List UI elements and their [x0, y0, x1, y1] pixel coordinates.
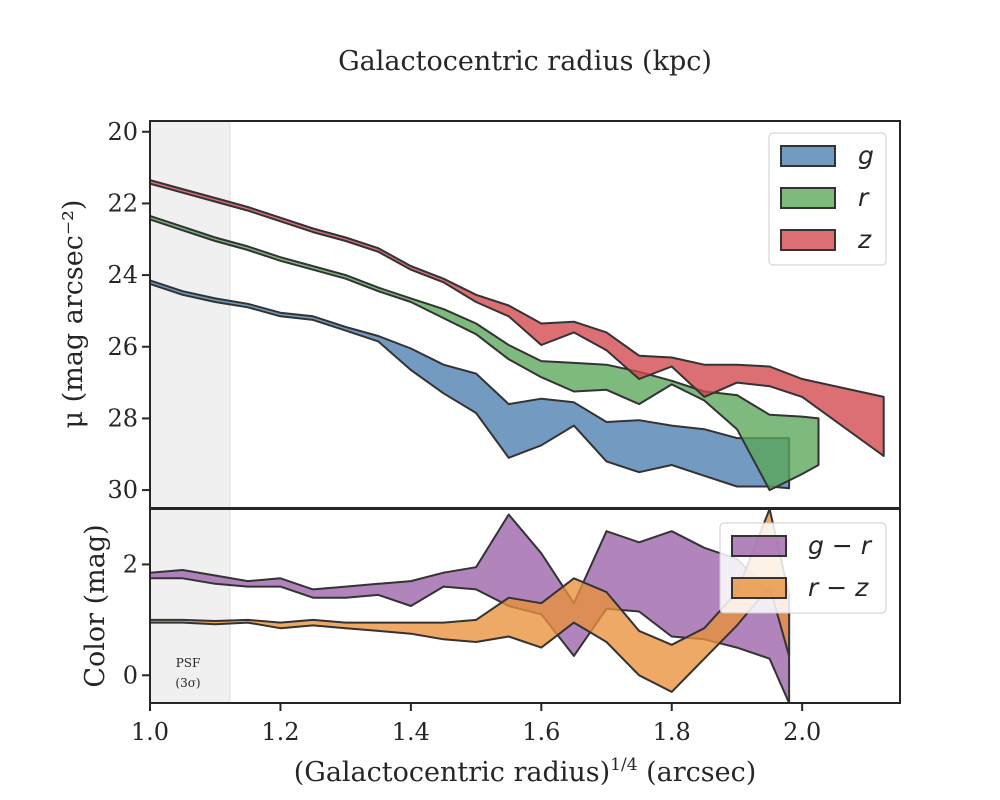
- legend-label-g-r: g − r: [808, 531, 873, 560]
- radius-tick-label: 1.8: [653, 718, 691, 746]
- legend-label-r-z: r − z: [808, 573, 869, 602]
- band-z: [150, 179, 885, 457]
- band-r: [150, 215, 820, 492]
- surface-brightness-bands: [150, 179, 885, 492]
- legend-color: g − r r − z: [719, 522, 887, 614]
- mu-tick-label: 30: [107, 476, 138, 504]
- band-r-z: [150, 509, 791, 693]
- color-bands: [150, 509, 791, 703]
- color-panel: PSF (3σ) 02 1.0 1.2 1.4 1.6 1.8 2.0 Color (ma…: [80, 508, 901, 788]
- mu-tick-label: 22: [107, 189, 138, 217]
- x-axis-title-space: [638, 757, 647, 788]
- radius-tick-label: 1.0: [131, 718, 169, 746]
- mu-tick-label: 24: [107, 261, 138, 289]
- color-tick-label: 0: [123, 661, 138, 689]
- legend-swatch-r-z: [731, 577, 787, 599]
- radius-tick-label: 1.2: [261, 718, 299, 746]
- x-axis-title-main: (Galactocentric radius): [294, 757, 610, 788]
- psf-sigma-label: (3σ): [175, 676, 200, 690]
- legend-label-z: z: [857, 225, 872, 254]
- bottom-axes-frame: [149, 508, 901, 704]
- color-y-axis: 02: [123, 550, 150, 689]
- x-axis-title: (Galactocentric radius)1/4 (arcsec): [294, 755, 757, 788]
- legend-label-r: r: [858, 183, 870, 212]
- psf-region-bottom: [149, 508, 231, 704]
- mu-tick-label: 20: [107, 118, 138, 146]
- legend-label-g: g: [858, 141, 874, 170]
- radius-tick-label: 2.0: [783, 718, 821, 746]
- psf-region-top: [149, 120, 231, 509]
- radius-tick-label: 1.4: [392, 718, 430, 746]
- mu-tick-label: 26: [107, 333, 138, 361]
- mu-axis-title: μ (mag arcsec⁻²): [58, 200, 89, 429]
- band-g-r: [150, 513, 791, 703]
- legend-swatch-g: [780, 145, 836, 167]
- legend-mu: g r z: [768, 132, 887, 266]
- legend-swatch-g-r: [731, 535, 787, 557]
- psf-label: PSF: [176, 656, 201, 670]
- radius-x-axis: 1.0 1.2 1.4 1.6 1.8 2.0: [131, 703, 821, 746]
- legend-swatch-z: [780, 229, 836, 251]
- color-tick-label: 2: [123, 550, 138, 578]
- color-axis-title: Color (mag): [80, 524, 111, 687]
- x-axis-title-unit: (arcsec): [646, 757, 756, 788]
- x-axis-title-superscript: 1/4: [610, 755, 637, 775]
- radius-tick-label: 1.6: [522, 718, 560, 746]
- top-axis-title: Galactocentric radius (kpc): [338, 46, 712, 77]
- legend-swatch-r: [780, 187, 836, 209]
- mu-y-axis: 20 22 24 26 28 30: [107, 118, 150, 504]
- band-g: [150, 279, 791, 490]
- mu-tick-label: 28: [107, 404, 138, 432]
